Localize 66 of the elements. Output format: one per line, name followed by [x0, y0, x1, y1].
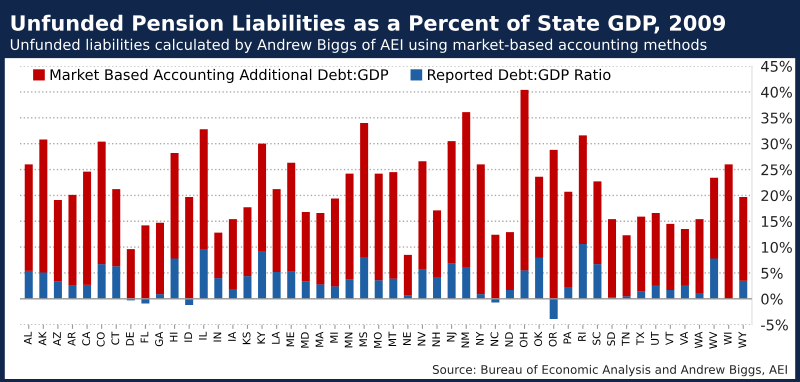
x-tick-label: LA	[272, 332, 280, 344]
y-tick-label: 15%	[762, 216, 792, 227]
x-tick-label: SC	[592, 332, 600, 345]
x-tick-label: NY	[476, 332, 484, 345]
y-tick-label: -5%	[761, 319, 788, 330]
x-tick-label: RI	[578, 332, 586, 341]
x-tick-label: AL	[24, 332, 32, 344]
y-tick-label: 25%	[761, 164, 792, 176]
x-tick-label: AZ	[53, 332, 61, 346]
x-tick-label: OK	[534, 331, 542, 346]
x-tick-label: FL	[140, 332, 148, 342]
x-tick-label: ID	[184, 332, 192, 342]
x-tick-label: MT	[388, 332, 396, 346]
x-tick-label: NC	[490, 332, 498, 346]
y-tick-label: 45%	[761, 60, 792, 72]
x-tick-label: ME	[286, 332, 294, 346]
x-tick-label: WY	[738, 332, 746, 348]
x-tick-label: IA	[228, 332, 236, 341]
x-tick-label: CA	[82, 332, 90, 346]
x-tick-label: PA	[564, 332, 572, 344]
x-tick-label: MA	[316, 332, 324, 347]
x-tick-label: MI	[330, 332, 338, 343]
x-tick-label: VT	[666, 332, 674, 346]
x-tick-label: NJ	[446, 332, 457, 342]
x-tick-label: AK	[38, 331, 46, 346]
x-tick-label: WI	[724, 332, 732, 345]
legend-label: Reported Debt:GDP Ratio	[428, 68, 610, 83]
x-tick-label: NV	[418, 332, 426, 346]
x-tick-label: SD	[607, 332, 616, 346]
x-tick-label: MD	[301, 332, 309, 348]
y-tick-label: 30%	[761, 138, 792, 150]
x-tick-label: MO	[374, 332, 382, 348]
x-tick-label: CT	[111, 332, 120, 345]
x-tick-label: TN	[622, 332, 630, 346]
x-tick-label: WV	[709, 332, 717, 349]
y-tick-label: 35%	[761, 112, 792, 124]
x-tick-label: CO	[96, 332, 105, 347]
x-tick-label: KS	[242, 332, 250, 344]
x-tick-label: NM	[461, 332, 470, 348]
y-tick-label: 40%	[761, 86, 792, 98]
x-tick-label: ND	[505, 332, 513, 346]
x-tick-label: OR	[548, 332, 557, 346]
x-tick-label: NH	[432, 332, 440, 346]
x-tick-label: IL	[199, 332, 207, 340]
x-tick-label: HI	[170, 332, 178, 342]
y-tick-label: 10%	[762, 242, 792, 253]
source-note: Source: Bureau of Economic Analysis and Andrew Biggs, AEI	[432, 364, 787, 376]
x-tick-label: WA	[694, 332, 702, 348]
x-tick-label: VA	[680, 332, 688, 346]
x-tick-label: KY	[257, 332, 265, 344]
x-tick-label: OH	[520, 332, 528, 348]
legend-label: Market Based Accounting Additional Debt:GDP	[50, 68, 388, 83]
chart-title: Unfunded Pension Liabilities as a Percent of State GDP, 2009	[12, 14, 726, 34]
x-tick-label: TX	[636, 332, 644, 346]
y-tick-label: 5%	[761, 268, 783, 279]
x-tick-label: MN	[344, 332, 352, 348]
x-tick-label: UT	[651, 332, 659, 345]
y-tick-label: 0%	[761, 294, 783, 305]
x-tick-label: NE	[403, 332, 411, 345]
x-tick-label: DE	[126, 332, 134, 346]
x-tick-label: MS	[359, 332, 368, 346]
x-tick-label: IN	[214, 332, 222, 342]
chart-subtitle: Unfunded liabilities calculated by Andrew Biggs of AEI using market-based accounting methods	[10, 38, 707, 53]
y-tick-label: 20%	[761, 190, 792, 202]
x-tick-label: GA	[155, 332, 164, 346]
x-tick-label: AR	[68, 332, 76, 346]
